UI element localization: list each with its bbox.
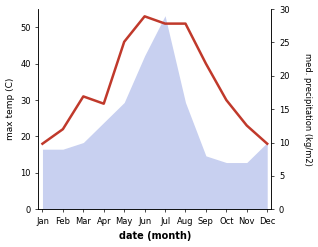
Y-axis label: med. precipitation (kg/m2): med. precipitation (kg/m2) <box>303 53 313 165</box>
Y-axis label: max temp (C): max temp (C) <box>5 78 15 140</box>
X-axis label: date (month): date (month) <box>119 231 191 242</box>
